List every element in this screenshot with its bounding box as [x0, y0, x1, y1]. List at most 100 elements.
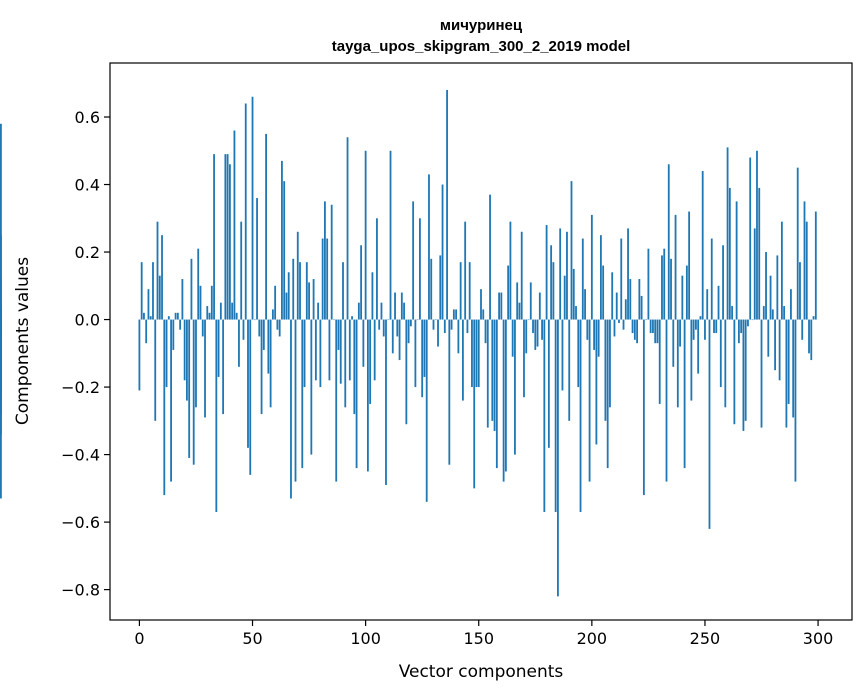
bar: [364, 150, 367, 320]
bar: [161, 235, 163, 320]
y-tick-label: −0.2: [61, 378, 100, 397]
bar: [251, 96, 254, 320]
bar: [219, 302, 222, 320]
bar: [663, 248, 666, 320]
bar: [778, 319, 781, 381]
bar: [611, 272, 614, 320]
bar: [342, 262, 344, 320]
bar: [504, 319, 507, 472]
bar: [425, 319, 428, 502]
chart-subtitle: tayga_upos_skipgram_300_2_2019 model: [332, 38, 631, 55]
bar: [389, 150, 392, 320]
bar: [516, 282, 519, 320]
bar: [174, 312, 177, 320]
bar: [466, 319, 469, 334]
bar: [299, 262, 301, 320]
bar: [242, 319, 245, 340]
bar: [147, 289, 150, 320]
bar: [165, 319, 168, 388]
bar: [362, 319, 365, 367]
bar: [303, 319, 306, 388]
bar: [740, 319, 743, 334]
bar: [170, 319, 172, 482]
bar: [301, 319, 304, 469]
bar: [215, 319, 218, 512]
bar: [432, 319, 435, 330]
bar: [450, 319, 453, 330]
bar: [0, 319, 2, 499]
bar: [428, 174, 430, 320]
bar: [629, 279, 632, 320]
bar: [319, 319, 322, 388]
y-tick-label: −0.4: [61, 446, 100, 465]
bar: [672, 319, 675, 367]
bar: [642, 319, 645, 496]
bar: [545, 225, 548, 320]
y-tick-label: 0.4: [75, 176, 100, 195]
bar: [597, 319, 600, 357]
bar: [167, 316, 170, 320]
bar: [731, 306, 734, 320]
bar: [529, 282, 532, 320]
bar: [586, 319, 589, 340]
bar: [812, 316, 815, 320]
bar: [398, 319, 401, 361]
bar: [226, 154, 229, 320]
bar: [595, 319, 598, 445]
bar: [602, 265, 605, 320]
bar: [765, 252, 767, 320]
bar: [240, 221, 243, 320]
bar: [434, 319, 437, 321]
bar: [253, 319, 256, 321]
bar: [550, 245, 553, 320]
bar: [599, 235, 602, 320]
bar: [233, 130, 236, 320]
bar: [461, 319, 464, 401]
bar: [563, 275, 566, 320]
bar: [541, 319, 543, 340]
bar: [654, 319, 657, 344]
bar: [337, 319, 340, 350]
bar: [747, 319, 749, 327]
bar: [670, 258, 672, 320]
bar: [281, 160, 283, 320]
bar: [409, 319, 412, 327]
bar: [561, 319, 564, 391]
bar: [557, 319, 559, 597]
bar: [480, 289, 482, 320]
bar: [706, 289, 709, 320]
bar: [715, 319, 718, 334]
x-tick-label: 250: [690, 629, 721, 648]
bar: [701, 171, 704, 320]
bar: [156, 221, 159, 320]
bar: [489, 194, 491, 320]
bar: [683, 319, 686, 469]
y-tick-label: 0.6: [75, 108, 100, 127]
bar: [805, 221, 808, 320]
bar: [238, 319, 240, 367]
bar: [473, 319, 476, 489]
bar: [287, 272, 290, 320]
bar: [751, 319, 754, 321]
bar: [511, 319, 514, 357]
bar: [405, 319, 408, 425]
bar: [742, 319, 745, 431]
bar: [780, 221, 783, 320]
bar: [448, 319, 451, 465]
bar: [552, 262, 555, 320]
y-axis-title: Components values: [13, 257, 33, 425]
x-tick-label: 50: [242, 629, 262, 648]
bar: [568, 319, 571, 421]
bar: [790, 289, 792, 320]
bar: [213, 154, 215, 320]
bar: [543, 319, 546, 512]
bar: [749, 157, 752, 320]
bar: [208, 312, 211, 320]
bar: [416, 319, 419, 321]
bar: [188, 319, 191, 458]
bar: [502, 319, 505, 482]
bar: [667, 164, 670, 320]
bar: [459, 262, 462, 320]
bar: [373, 319, 376, 381]
